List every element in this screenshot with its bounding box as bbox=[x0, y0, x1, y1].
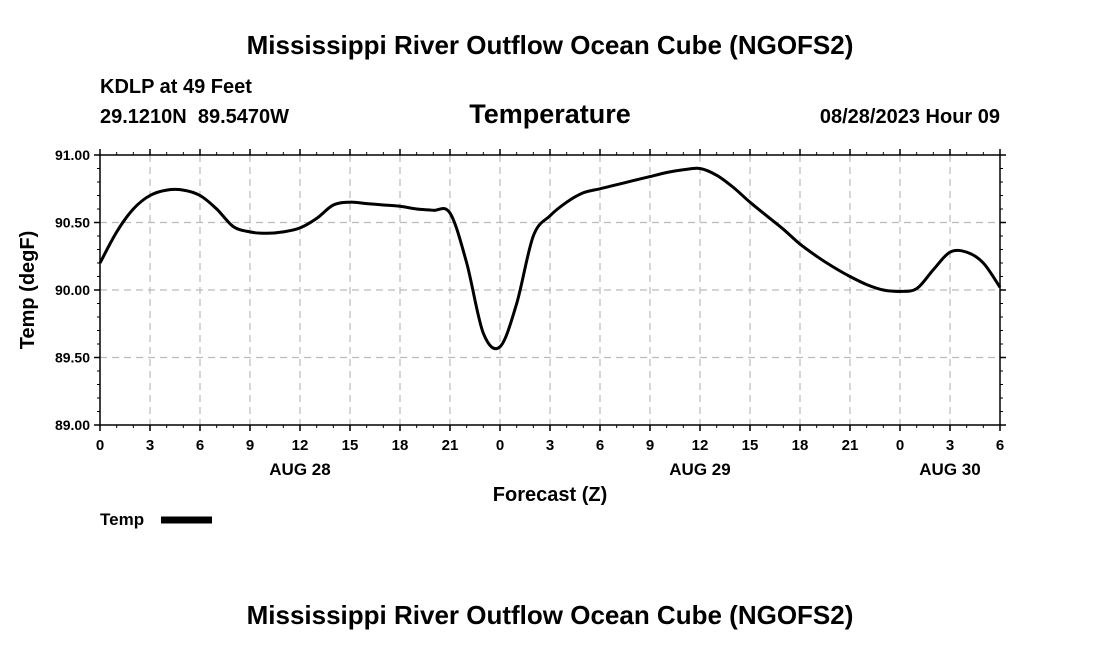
x-tick-label: 3 bbox=[946, 437, 954, 454]
x-tick-label: 6 bbox=[596, 437, 604, 454]
plot-frame bbox=[99, 154, 1001, 426]
date-label: AUG 30 bbox=[919, 460, 980, 479]
series-line-temp bbox=[98, 166, 1002, 351]
y-tick-label: 89.00 bbox=[55, 417, 90, 433]
x-axis-label: Forecast (Z) bbox=[493, 484, 607, 506]
x-tick-label: 21 bbox=[442, 437, 459, 454]
x-tick-label: 6 bbox=[996, 437, 1004, 454]
forecast-datetime: 08/28/2023 Hour 09 bbox=[819, 106, 1000, 128]
y-axis-label: Temp (degF) bbox=[17, 231, 39, 350]
x-tick-label: 18 bbox=[792, 437, 809, 454]
x-tick-label: 6 bbox=[196, 437, 204, 454]
series-group bbox=[98, 166, 1002, 351]
date-label: AUG 29 bbox=[669, 460, 730, 479]
x-tick-label: 9 bbox=[646, 437, 654, 454]
x-tick-label: 12 bbox=[292, 437, 309, 454]
x-tick-label: 0 bbox=[496, 437, 504, 454]
legend-label: Temp bbox=[100, 510, 144, 529]
y-axis: 89.00 89.50 90.00 90.50 91.00 bbox=[55, 147, 1006, 433]
x-tick-label: 15 bbox=[742, 437, 759, 454]
page-title: Mississippi River Outflow Ocean Cube (NG… bbox=[246, 30, 854, 60]
x-tick-label: 12 bbox=[692, 437, 709, 454]
date-label: AUG 28 bbox=[269, 460, 330, 479]
legend: Temp bbox=[100, 510, 212, 529]
x-tick-label: 0 bbox=[896, 437, 904, 454]
station-coordinates: 29.1210N 89.5470W bbox=[100, 106, 290, 128]
footer-title: Mississippi River Outflow Ocean Cube (NG… bbox=[246, 600, 854, 630]
x-tick-label: 15 bbox=[342, 437, 359, 454]
temperature-chart: 89.00 89.50 90.00 90.50 91.00 0 3 6 9 12 15 18 21 0 3… bbox=[17, 147, 1006, 529]
x-tick-label: 3 bbox=[146, 437, 154, 454]
y-tick-label: 91.00 bbox=[55, 147, 90, 163]
x-axis: 0 3 6 9 12 15 18 21 0 3 6 9 12 15 18 21 0 3 6 AUG 28 AUG 29 A… bbox=[96, 149, 1004, 479]
x-tick-label: 0 bbox=[96, 437, 104, 454]
grid-lines bbox=[100, 155, 1000, 425]
y-tick-label: 89.50 bbox=[55, 350, 90, 366]
x-tick-label: 21 bbox=[842, 437, 859, 454]
x-tick-label: 18 bbox=[392, 437, 409, 454]
y-tick-label: 90.50 bbox=[55, 215, 90, 231]
chart-title: Temperature bbox=[469, 99, 631, 129]
y-tick-label: 90.00 bbox=[55, 282, 90, 298]
x-tick-label: 3 bbox=[546, 437, 554, 454]
x-tick-label: 9 bbox=[246, 437, 254, 454]
station-name: KDLP at 49 Feet bbox=[100, 76, 252, 98]
